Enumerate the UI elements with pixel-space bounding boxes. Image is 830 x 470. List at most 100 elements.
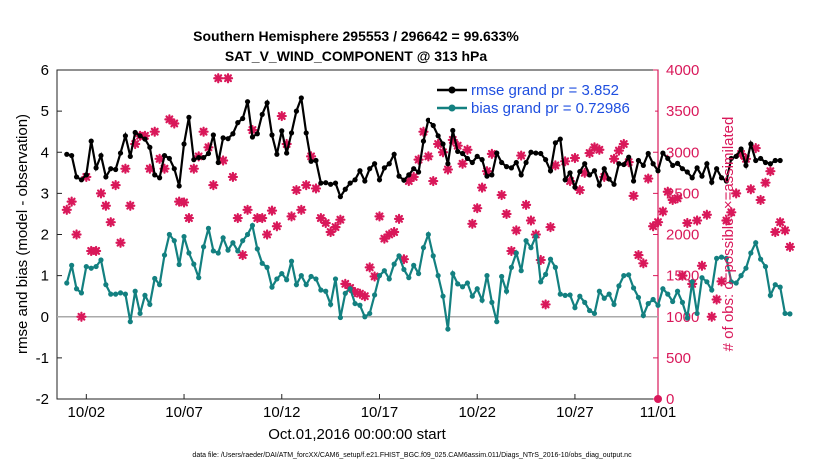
- bias-point: [748, 250, 754, 256]
- rmse-point: [249, 134, 256, 140]
- rmse-point: [650, 161, 656, 167]
- rmse-point: [323, 180, 329, 186]
- bias-point: [772, 282, 778, 288]
- obs-point: [618, 138, 629, 150]
- obs-point: [183, 212, 195, 224]
- rmse-point: [484, 173, 490, 179]
- rmse-point: [547, 168, 554, 174]
- bias-point: [157, 282, 163, 288]
- rmse-point: [288, 130, 295, 136]
- bias-point: [596, 288, 602, 294]
- rmse-point: [459, 150, 466, 157]
- bias-point: [591, 310, 598, 317]
- bias-point: [464, 280, 471, 286]
- bias-point: [215, 250, 221, 256]
- bias-point: [225, 247, 231, 253]
- bias-point: [415, 270, 422, 277]
- rmse-point: [176, 183, 182, 189]
- bias-point: [352, 300, 358, 307]
- rmse-point: [230, 131, 236, 137]
- rmse-point: [244, 99, 251, 105]
- obs-point: [745, 184, 756, 195]
- obs-point: [775, 217, 786, 228]
- rmse-point: [117, 150, 124, 156]
- obs-point: [320, 217, 331, 229]
- rmse-point: [728, 155, 734, 162]
- rmse-point: [132, 129, 138, 136]
- bias-point: [738, 273, 744, 279]
- y-tick-label: 5: [41, 103, 49, 120]
- y-tick-label: 2: [41, 227, 49, 244]
- bias-point: [557, 291, 563, 297]
- rmse-point: [254, 131, 260, 137]
- rmse-point: [704, 161, 710, 167]
- bias-point: [606, 291, 612, 297]
- bias-point: [342, 290, 348, 296]
- rmse-point: [293, 108, 300, 114]
- obs-point: [579, 167, 590, 178]
- obs-point: [262, 229, 273, 240]
- rmse-point: [513, 159, 519, 166]
- bias-point: [787, 311, 793, 317]
- obs-point: [315, 212, 326, 224]
- bias-point: [308, 273, 314, 280]
- obs-point: [520, 199, 532, 210]
- bias-point: [567, 292, 573, 298]
- rmse-point: [391, 151, 397, 157]
- bias-point: [328, 301, 334, 308]
- obs-point: [76, 311, 87, 322]
- bias-point: [435, 273, 441, 279]
- bias-point: [386, 276, 392, 282]
- obs-point: [628, 190, 639, 201]
- bias-point: [98, 257, 104, 263]
- y-tick-label: -2: [36, 391, 49, 408]
- bias-point: [303, 282, 309, 288]
- bias-point: [635, 294, 642, 301]
- rmse-point: [699, 173, 705, 179]
- rmse-point: [196, 154, 202, 161]
- rmse-point: [161, 152, 168, 159]
- bias-point: [191, 261, 197, 267]
- obs-point: [90, 245, 102, 257]
- bias-point: [249, 222, 256, 229]
- rmse-point: [469, 159, 475, 166]
- bias-point: [577, 293, 583, 299]
- bias-point: [508, 264, 515, 270]
- obs-point: [301, 180, 312, 191]
- rmse-point: [367, 166, 373, 172]
- rmse-point: [582, 161, 588, 167]
- bias-point: [220, 235, 226, 241]
- bias-point: [372, 292, 378, 298]
- rmse-point: [240, 115, 246, 122]
- rmse-point: [430, 122, 436, 129]
- bias-point: [674, 288, 681, 294]
- obs-point: [648, 221, 659, 232]
- rmse-point: [689, 175, 695, 181]
- rmse-point: [328, 181, 334, 187]
- bias-point: [704, 279, 710, 285]
- bias-point: [440, 293, 446, 299]
- rmse-point: [205, 150, 212, 157]
- rmse-point: [611, 181, 617, 187]
- rmse-point: [108, 166, 114, 172]
- obs-point: [105, 217, 116, 228]
- rmse-point: [479, 157, 485, 163]
- y-tick-label: 0: [41, 309, 49, 326]
- obs-point: [408, 171, 419, 183]
- rmse-point: [777, 157, 783, 164]
- rmse-point: [640, 162, 646, 169]
- bias-point: [240, 238, 246, 244]
- bias-point: [367, 310, 373, 317]
- obs-point: [110, 180, 121, 191]
- rmse-point: [694, 165, 700, 171]
- rmse-point: [440, 141, 446, 147]
- obs-point: [393, 213, 405, 224]
- bias-point: [758, 256, 764, 262]
- rmse-point: [767, 161, 773, 167]
- bias-point: [73, 286, 80, 292]
- rmse-point: [655, 168, 661, 174]
- rmse-point: [357, 168, 363, 174]
- obs-point: [706, 311, 717, 322]
- obs-point: [359, 291, 370, 302]
- legend-rmse-marker: [448, 86, 456, 94]
